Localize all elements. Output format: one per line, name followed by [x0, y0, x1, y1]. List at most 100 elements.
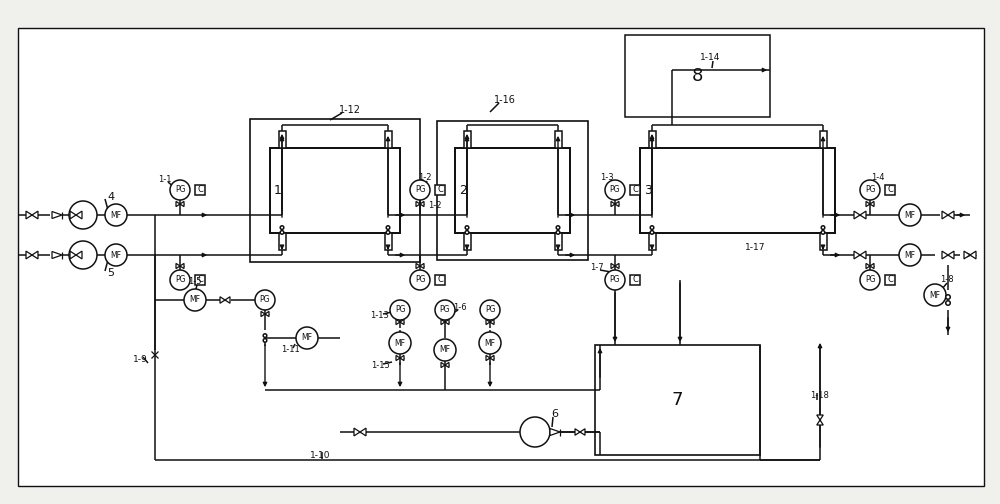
Text: C: C	[632, 276, 638, 284]
Polygon shape	[490, 320, 494, 325]
Polygon shape	[176, 202, 180, 207]
Circle shape	[170, 180, 190, 200]
Polygon shape	[176, 264, 180, 269]
Circle shape	[860, 180, 880, 200]
Bar	[518, 148, 528, 233]
Polygon shape	[220, 297, 225, 303]
Polygon shape	[486, 355, 490, 360]
Polygon shape	[70, 251, 76, 259]
Polygon shape	[26, 211, 32, 219]
Polygon shape	[854, 251, 860, 259]
Polygon shape	[611, 202, 615, 207]
Circle shape	[821, 226, 825, 229]
Polygon shape	[854, 211, 860, 219]
Polygon shape	[396, 355, 400, 360]
Bar	[651, 148, 662, 233]
Polygon shape	[52, 212, 62, 219]
Text: PG: PG	[610, 185, 620, 195]
Circle shape	[390, 300, 410, 320]
Bar	[497, 148, 507, 233]
Circle shape	[465, 226, 469, 229]
Polygon shape	[817, 420, 823, 425]
Polygon shape	[615, 202, 619, 207]
Polygon shape	[416, 264, 420, 269]
Bar	[554, 233, 562, 250]
Text: 1-17: 1-17	[745, 243, 765, 253]
Bar	[648, 131, 656, 148]
Polygon shape	[225, 297, 230, 303]
Polygon shape	[420, 264, 424, 269]
Polygon shape	[860, 251, 866, 259]
Polygon shape	[180, 264, 184, 269]
Circle shape	[946, 301, 950, 305]
Circle shape	[280, 231, 284, 234]
Text: PG: PG	[175, 185, 185, 195]
Circle shape	[410, 270, 430, 290]
Text: PG: PG	[865, 276, 875, 284]
Polygon shape	[396, 320, 400, 325]
Text: MF: MF	[190, 295, 200, 304]
Bar	[310, 148, 320, 233]
Circle shape	[821, 231, 825, 234]
Text: PG: PG	[260, 295, 270, 304]
Polygon shape	[52, 251, 62, 259]
Text: 3: 3	[644, 183, 652, 197]
Text: 1-3: 1-3	[600, 173, 614, 182]
Bar	[455, 148, 570, 233]
Bar	[672, 148, 683, 233]
Bar	[770, 148, 781, 233]
Bar	[630, 185, 640, 195]
Bar	[435, 275, 445, 285]
Bar	[280, 148, 290, 233]
Bar	[820, 233, 826, 250]
Text: MF: MF	[930, 290, 940, 299]
Circle shape	[899, 204, 921, 226]
Polygon shape	[354, 428, 360, 436]
Circle shape	[69, 241, 97, 269]
Bar	[195, 275, 205, 285]
Polygon shape	[180, 202, 184, 207]
Bar	[802, 148, 813, 233]
Text: PG: PG	[610, 276, 620, 284]
Bar	[464, 233, 471, 250]
Text: 1-10: 1-10	[310, 451, 330, 460]
Bar	[625, 35, 770, 117]
Bar	[528, 148, 539, 233]
Circle shape	[263, 339, 267, 342]
Polygon shape	[32, 211, 38, 219]
Text: C: C	[197, 185, 203, 195]
Polygon shape	[360, 428, 366, 436]
Text: 1-4: 1-4	[871, 173, 885, 182]
Circle shape	[386, 231, 390, 234]
Bar	[560, 148, 570, 233]
Circle shape	[605, 270, 625, 290]
Polygon shape	[870, 202, 874, 207]
Text: PG: PG	[865, 185, 875, 195]
Text: C: C	[197, 276, 203, 284]
Text: 2: 2	[459, 183, 467, 197]
Bar	[640, 148, 835, 233]
Circle shape	[184, 289, 206, 311]
Bar	[195, 185, 205, 195]
Polygon shape	[550, 428, 560, 435]
Bar	[320, 148, 330, 233]
Polygon shape	[261, 311, 265, 317]
Polygon shape	[615, 264, 619, 269]
Text: PG: PG	[415, 276, 425, 284]
Circle shape	[650, 231, 654, 234]
Bar	[270, 148, 280, 233]
Bar	[630, 275, 640, 285]
Text: C: C	[437, 185, 443, 195]
Text: 1: 1	[274, 183, 282, 197]
Bar	[384, 131, 392, 148]
Text: MF: MF	[904, 250, 916, 260]
Text: 1-6: 1-6	[453, 303, 467, 312]
Polygon shape	[870, 264, 874, 269]
Circle shape	[410, 180, 430, 200]
Text: 5: 5	[108, 268, 114, 278]
Text: 6: 6	[552, 409, 558, 419]
Polygon shape	[32, 251, 38, 259]
Text: 1-13: 1-13	[371, 310, 389, 320]
Text: MF: MF	[110, 211, 122, 220]
Bar	[640, 148, 651, 233]
